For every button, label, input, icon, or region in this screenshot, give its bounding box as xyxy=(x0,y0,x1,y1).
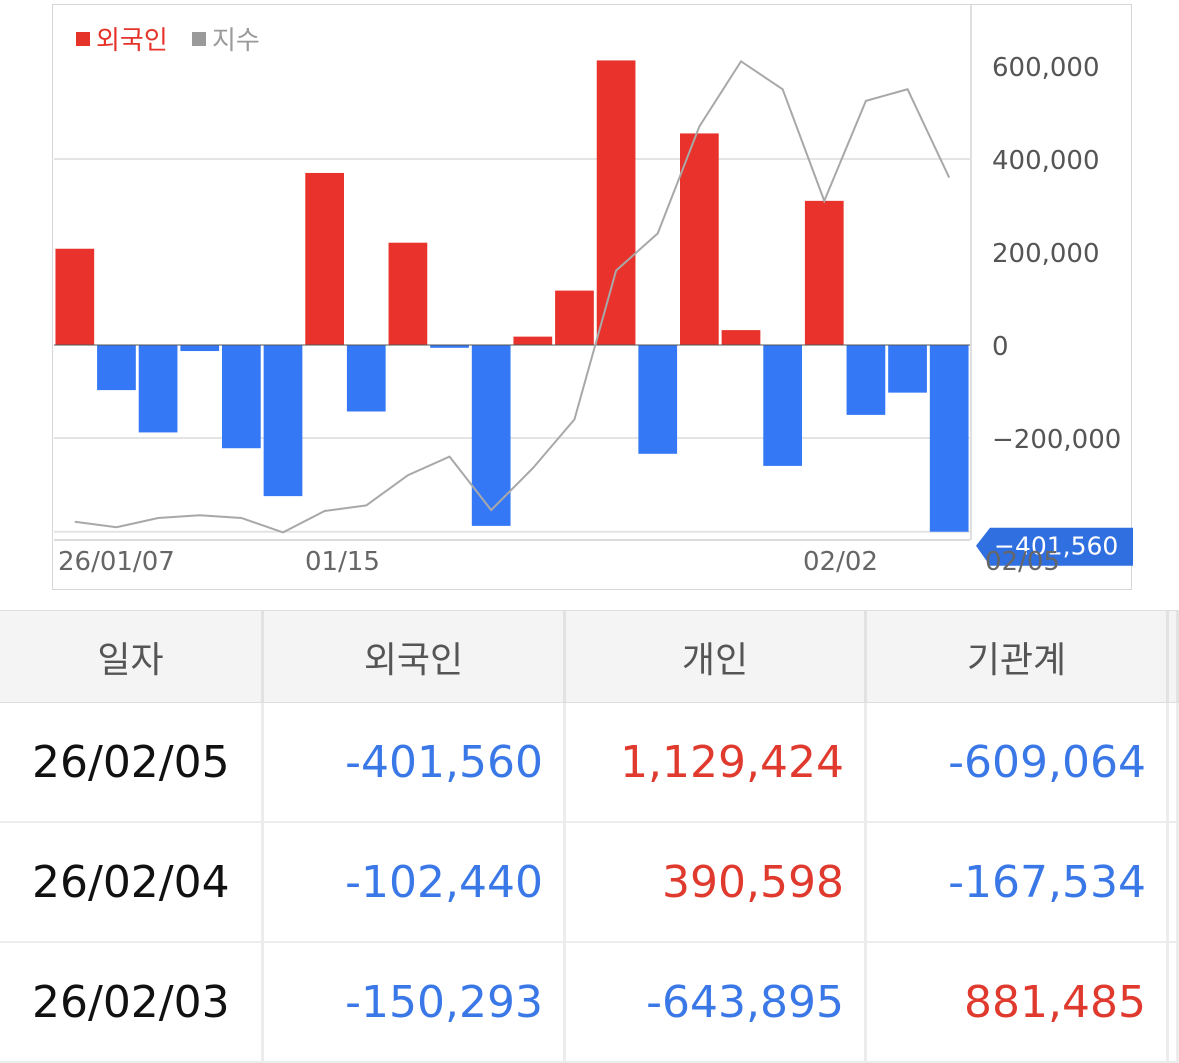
row-date: 26/02/03 xyxy=(0,943,264,1061)
header-more xyxy=(1169,611,1179,702)
table-row[interactable]: 26/02/04 -102,440 390,598 -167,534 xyxy=(0,823,1179,943)
investor-trend-chart: 600,000 400,000 200,000 0 −200,000 −401,560 26… xyxy=(54,5,1133,577)
bar xyxy=(513,336,553,345)
row-foreign: -150,293 xyxy=(264,943,566,1061)
legend-index-label: 지수 xyxy=(212,26,260,56)
x-tick-label: 02/05 xyxy=(985,547,1060,577)
bar xyxy=(55,248,95,345)
y-tick-label: −200,000 xyxy=(992,425,1121,455)
investor-table: 일자 외국인 개인 기관계 26/02/05 -401,560 1,129,42… xyxy=(0,610,1179,1063)
x-tick-label: 01/15 xyxy=(305,547,380,577)
bar xyxy=(346,345,386,412)
row-institution: -167,534 xyxy=(867,823,1169,941)
row-date: 26/02/05 xyxy=(0,703,264,821)
y-tick-label: 200,000 xyxy=(992,239,1100,269)
index-line xyxy=(74,59,951,534)
y-tick-label: 0 xyxy=(992,332,1009,362)
bar xyxy=(680,133,719,345)
bar xyxy=(138,345,178,433)
header-institution: 기관계 xyxy=(867,611,1169,702)
header-individual: 개인 xyxy=(566,611,867,702)
row-individual: -643,895 xyxy=(566,943,867,1061)
bar xyxy=(596,60,636,346)
bar xyxy=(555,290,594,345)
legend-foreign-label: 외국인 xyxy=(96,26,168,56)
row-foreign: -102,440 xyxy=(264,823,566,941)
last-value-callout xyxy=(976,527,1133,566)
header-date: 일자 xyxy=(0,611,264,702)
row-institution: -609,064 xyxy=(867,703,1169,821)
bar xyxy=(721,330,761,345)
row-more xyxy=(1169,703,1179,821)
row-more xyxy=(1169,823,1179,941)
bar xyxy=(430,345,469,348)
bar xyxy=(305,172,344,345)
table-row[interactable]: 26/02/05 -401,560 1,129,424 -609,064 xyxy=(0,703,1179,823)
bar xyxy=(888,345,927,393)
header-foreign: 외국인 xyxy=(264,611,566,702)
row-date: 26/02/04 xyxy=(0,823,264,941)
bar xyxy=(763,345,802,466)
y-tick-label: 600,000 xyxy=(992,53,1100,83)
bar xyxy=(471,345,511,526)
bar xyxy=(263,345,303,497)
bar xyxy=(388,242,428,345)
row-individual: 1,129,424 xyxy=(566,703,867,821)
legend-index: 지수 xyxy=(192,20,260,57)
legend-foreign-swatch xyxy=(76,31,90,46)
row-institution: 881,485 xyxy=(867,943,1169,1061)
legend-index-swatch xyxy=(192,31,206,46)
bar xyxy=(929,345,969,532)
row-foreign: -401,560 xyxy=(264,703,566,821)
bar xyxy=(804,200,844,345)
bar xyxy=(180,345,220,352)
legend-foreign: 외국인 xyxy=(76,20,168,57)
table-header: 일자 외국인 개인 기관계 xyxy=(0,610,1179,703)
last-value-label: −401,560 xyxy=(994,532,1118,561)
bar xyxy=(97,345,136,391)
row-individual: 390,598 xyxy=(566,823,867,941)
bar xyxy=(222,345,261,449)
row-more xyxy=(1169,943,1179,1061)
x-tick-label: 26/01/07 xyxy=(58,547,175,577)
x-tick-label: 02/02 xyxy=(803,547,878,577)
y-tick-label: 400,000 xyxy=(992,146,1100,176)
bar xyxy=(638,345,678,454)
bar xyxy=(846,345,886,415)
table-row[interactable]: 26/02/03 -150,293 -643,895 881,485 xyxy=(0,943,1179,1063)
